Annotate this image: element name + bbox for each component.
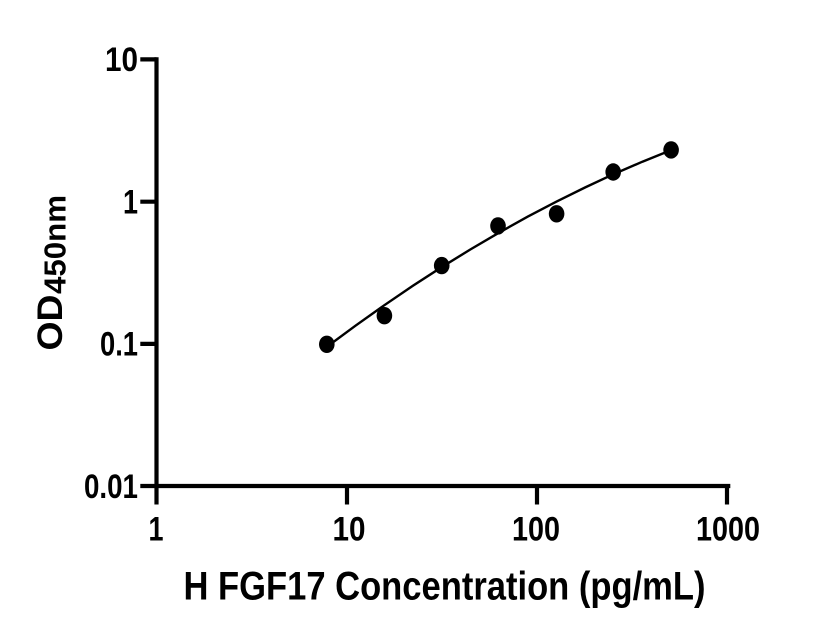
svg-text:1000: 1000 — [696, 510, 760, 548]
svg-text:1: 1 — [149, 510, 164, 548]
svg-text:100: 100 — [512, 510, 560, 548]
svg-text:10: 10 — [333, 510, 366, 548]
svg-text:10: 10 — [105, 41, 138, 79]
svg-text:0.1: 0.1 — [100, 326, 138, 364]
svg-text:OD: OD — [31, 295, 70, 351]
svg-text:0.01: 0.01 — [84, 468, 138, 506]
svg-text:H FGF17 Concentration (pg/mL): H FGF17 Concentration (pg/mL) — [184, 565, 706, 609]
svg-text:1: 1 — [123, 184, 138, 222]
svg-text:450nm: 450nm — [37, 195, 72, 294]
